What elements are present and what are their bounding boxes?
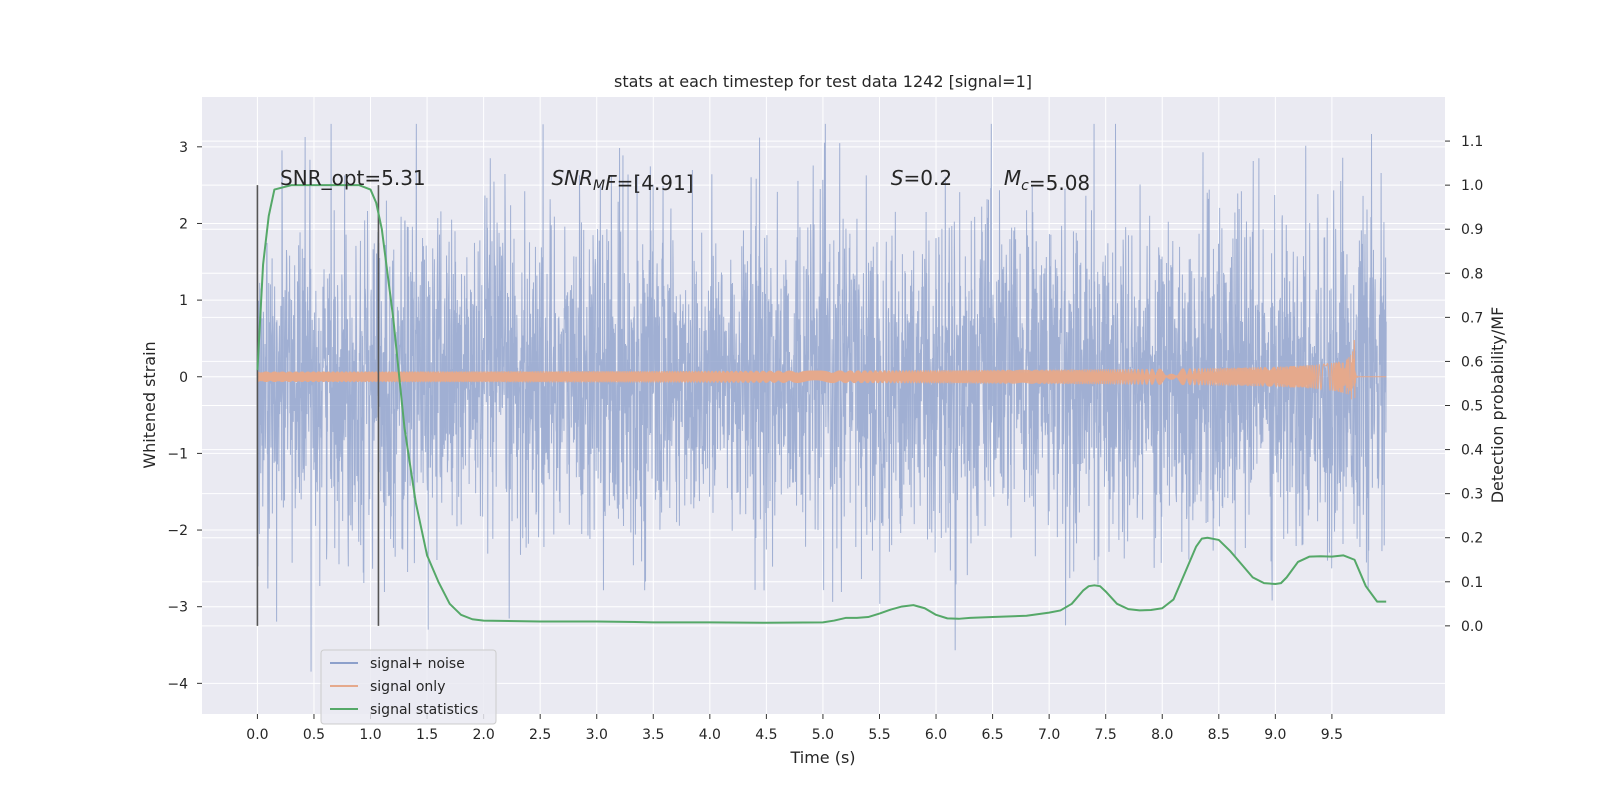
x-tick-label: 2.5 [529, 727, 551, 743]
y-right-tick-label: 1.0 [1461, 178, 1483, 194]
x-tick-label: 6.0 [925, 727, 947, 743]
legend-label-signal-only: signal only [370, 679, 445, 695]
y-right-tick-label: 0.1 [1461, 575, 1483, 591]
annotation-part: S [891, 166, 904, 190]
x-tick-label: 5.5 [868, 727, 890, 743]
y-tick-label: 1 [179, 293, 188, 309]
annotation-0: SNR_opt=5.31 [280, 166, 426, 190]
legend: signal+ noise signal only signal statist… [320, 649, 497, 725]
x-axis-label: Time (s) [789, 748, 855, 767]
x-tick-label: 9.0 [1264, 727, 1286, 743]
y-tick-labels-left: 3 2 1 0 −1 −2 −3 −4 [167, 140, 202, 692]
x-tick-label: 2.0 [472, 727, 494, 743]
x-tick-label: 4.0 [699, 727, 721, 743]
series-signal-only [256, 339, 1387, 400]
annotation-part: c [1021, 178, 1029, 194]
y-tick-label: −2 [167, 523, 188, 539]
x-tick-label: 4.5 [755, 727, 777, 743]
y-tick-label: 0 [179, 370, 188, 386]
y-right-tick-label: 0.2 [1461, 531, 1483, 547]
y-tick-label: 2 [179, 216, 188, 232]
annotation-part: M [593, 178, 605, 194]
y-right-tick-label: 0.7 [1461, 310, 1483, 326]
chart-title: stats at each timestep for test data 124… [614, 72, 1032, 91]
marker-lines [256, 185, 380, 626]
annotation-part: =[4.91] [617, 171, 694, 195]
x-tick-label: 5.0 [812, 727, 834, 743]
y-tick-label: 3 [179, 140, 188, 156]
annotation-part: SNR [551, 166, 593, 190]
noise-trace [256, 123, 1387, 672]
y-tick-label: −3 [167, 600, 188, 616]
x-tick-label: 8.5 [1208, 727, 1230, 743]
x-tick-label: 6.5 [981, 727, 1003, 743]
annotation-1: SNRMF=[4.91] [551, 166, 693, 195]
y-tick-label: −4 [167, 676, 188, 692]
legend-label-signal-statistics: signal statistics [370, 702, 478, 718]
x-tick-label: 1.5 [416, 727, 438, 743]
y-right-tick-label: 0.0 [1461, 619, 1483, 635]
y-right-tick-label: 1.1 [1461, 134, 1483, 150]
annotation-part: =5.08 [1029, 171, 1090, 195]
annotation-2: S=0.2 [891, 166, 952, 190]
x-tick-label: 1.0 [359, 727, 381, 743]
x-tick-label: 9.5 [1321, 727, 1343, 743]
y-axis-label-left: Whitened strain [140, 341, 159, 468]
y-right-tick-label: 0.9 [1461, 222, 1483, 238]
x-tick-label: 8.0 [1151, 727, 1173, 743]
statistics-line [256, 184, 1387, 624]
annotation-3: Mc=5.08 [1004, 166, 1090, 195]
x-tick-label: 3.5 [642, 727, 664, 743]
legend-label-signal-noise: signal+ noise [370, 656, 465, 672]
annotation-part: M [1004, 166, 1021, 190]
y-right-tick-label: 0.8 [1461, 266, 1483, 282]
y-tick-labels-right: 1.1 1.0 0.9 0.8 0.7 0.6 0.5 0.4 0.3 0.2 0.1 0.0 [1445, 134, 1483, 635]
x-tick-label: 7.0 [1038, 727, 1060, 743]
x-tick-label: 7.5 [1095, 727, 1117, 743]
y-right-tick-label: 0.3 [1461, 487, 1483, 503]
x-tick-label: 0.5 [303, 727, 325, 743]
annotation-part: F [605, 171, 617, 195]
series-signal-statistics [256, 184, 1387, 624]
legend-box [320, 649, 497, 725]
signal-trace [256, 339, 1387, 400]
annotation-part: =0.2 [903, 166, 952, 190]
annotations: SNR_opt=5.31 SNRMF=[4.91] S=0.2 Mc=5.08 [280, 166, 1090, 195]
annotation-part: SNR_opt=5.31 [280, 166, 426, 190]
y-right-tick-label: 0.5 [1461, 399, 1483, 415]
x-tick-label: 3.0 [586, 727, 608, 743]
y-axis-label-right: Detection probability/MF [1488, 307, 1507, 504]
y-tick-label: −1 [167, 446, 188, 462]
y-right-tick-label: 0.4 [1461, 443, 1483, 459]
x-tick-labels: 0.0 0.5 1.0 1.5 2.0 2.5 3.0 3.5 4.0 4.5 5.0 5.5 6.0 6… [246, 714, 1343, 743]
y-right-tick-label: 0.6 [1461, 354, 1483, 370]
x-tick-label: 0.0 [246, 727, 268, 743]
series-signal-noise [256, 123, 1387, 672]
